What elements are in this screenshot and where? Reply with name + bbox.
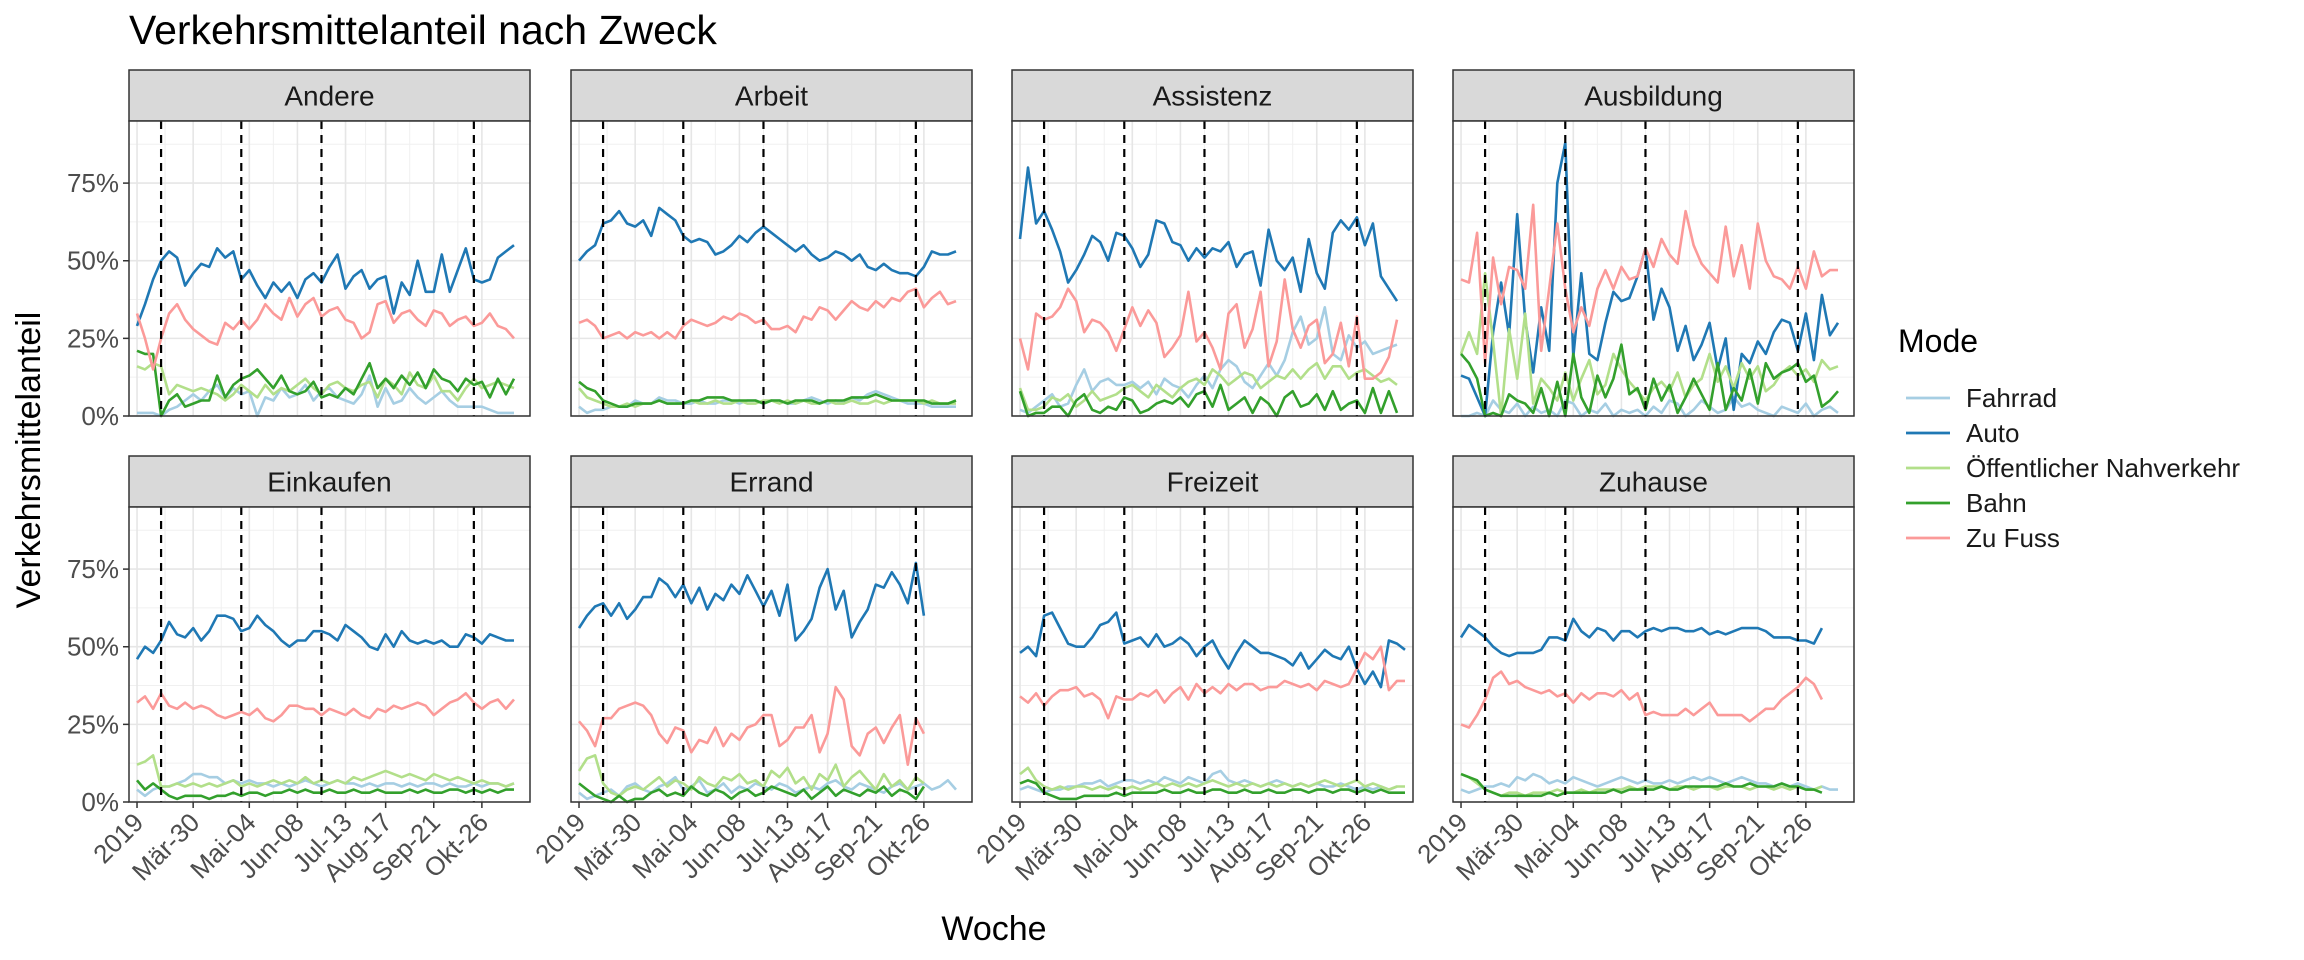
series-line: [577, 561, 926, 642]
series-line: [1460, 141, 1840, 418]
series-line: [136, 349, 516, 418]
facet-label: Andere: [284, 81, 374, 112]
series-line: [1460, 670, 1824, 729]
y-tick-label: 0%: [81, 401, 119, 431]
facet-strip: [1452, 69, 1855, 122]
legend-items: Fahrrad Auto Öffentlicher Nahverkehr Bahn Zu…: [1906, 383, 2240, 553]
legend-label: Bahn: [1966, 488, 2027, 518]
y-tick-label: 0%: [81, 787, 119, 817]
panel-background: [571, 507, 972, 802]
facet-label: Freizeit: [1167, 467, 1259, 498]
facet-strip: [128, 455, 531, 508]
panel-background: [129, 507, 530, 802]
panel-border: [128, 506, 531, 803]
legend-label: Fahrrad: [1966, 383, 2057, 413]
panel-border: [1011, 506, 1414, 803]
facet-label: Ausbildung: [1584, 81, 1723, 112]
legend: Mode Fahrrad Auto Öffentlicher Nahverkehr B…: [1898, 323, 2240, 553]
series-line: [1019, 645, 1405, 720]
series-line: [135, 244, 515, 327]
facet-strip: [570, 69, 973, 122]
facet-strip: [128, 69, 531, 122]
legend-label: Zu Fuss: [1966, 523, 2060, 553]
facet-label: Einkaufen: [267, 467, 392, 498]
series-line: [1019, 778, 1405, 801]
series-line: [578, 206, 957, 278]
y-tick-label: 75%: [67, 554, 119, 584]
series-line: [578, 380, 957, 409]
panel-border: [570, 506, 973, 803]
series-line: [578, 287, 957, 340]
series-line: [1019, 769, 1398, 795]
series-line: [135, 296, 515, 371]
panel-border: [1011, 120, 1414, 417]
series-line: [1460, 203, 1838, 365]
panel-einkaufen: Einkaufen0%25%50%75%2019Mär-30Mai-04Jun-…: [67, 455, 531, 888]
legend-label: Auto: [1966, 418, 2020, 448]
panel-ausbildung: Ausbildung: [1452, 69, 1855, 418]
series-line: [136, 691, 515, 723]
panel-andere: Andere 0% 25% 50% 75%: [67, 69, 531, 431]
chart-title: Verkehrsmittelanteil nach Zweck: [129, 7, 717, 53]
series-line: [1019, 611, 1406, 689]
series-line: [577, 754, 925, 798]
series-line: [1019, 766, 1405, 791]
panel-background: [1453, 507, 1854, 802]
y-tick-label: 25%: [67, 709, 119, 739]
panel-background: [1012, 507, 1413, 802]
facet-label: Assistenz: [1153, 81, 1273, 112]
series-line: [1018, 361, 1398, 412]
series-line: [1018, 278, 1399, 381]
facet-label: Zuhause: [1599, 467, 1708, 498]
y-tick-label: 75%: [67, 168, 119, 198]
panel-border: [570, 120, 973, 417]
panel-arbeit: Arbeit: [570, 69, 973, 417]
panel-errand: Errand2019Mär-30Mai-04Jun-08Jul-13Aug-17…: [529, 455, 973, 888]
facet-strip: [1011, 69, 1414, 122]
y-tick-label: 50%: [67, 246, 119, 276]
panel-border: [1452, 120, 1855, 417]
series-line: [1460, 772, 1823, 798]
series-line: [1460, 343, 1839, 418]
panel-assistenz: Assistenz: [1011, 69, 1414, 418]
panels: Andere 0% 25% 50% 75% Arbeit Assistenz Ausbildu…: [67, 69, 1855, 888]
series-line: [136, 779, 514, 801]
panel-background: [1012, 121, 1413, 416]
facet-strip: [1011, 455, 1414, 508]
series-line: [1461, 396, 1839, 418]
panel-border: [1452, 506, 1855, 803]
series-line: [578, 782, 925, 804]
y-tick-label: 50%: [67, 632, 119, 662]
series-line: [1018, 166, 1399, 302]
legend-label: Öffentlicher Nahverkehr: [1966, 453, 2240, 483]
facet-label: Arbeit: [735, 81, 808, 112]
x-axis-label: Woche: [941, 910, 1046, 948]
legend-title: Mode: [1898, 323, 1978, 359]
series-line: [136, 772, 515, 798]
y-axis-label: Verkehrsmittelanteil: [10, 312, 48, 609]
series-line: [135, 614, 514, 660]
panel-background: [571, 121, 972, 416]
series-line: [136, 361, 515, 402]
series-line: [1459, 617, 1824, 658]
facet-label: Errand: [729, 467, 813, 498]
series-line: [578, 685, 926, 767]
series-line: [1018, 383, 1399, 418]
facet-strip: [570, 455, 973, 508]
panel-zuhause: Zuhause2019Mär-30Mai-04Jun-08Jul-13Aug-1…: [1411, 455, 1855, 888]
panel-border: [128, 120, 531, 417]
series-line: [1019, 305, 1398, 415]
y-tick-label: 25%: [67, 323, 119, 353]
panel-freizeit: Freizeit2019Mär-30Mai-04Jun-08Jul-13Aug-…: [970, 455, 1414, 888]
series-line: [136, 754, 515, 788]
